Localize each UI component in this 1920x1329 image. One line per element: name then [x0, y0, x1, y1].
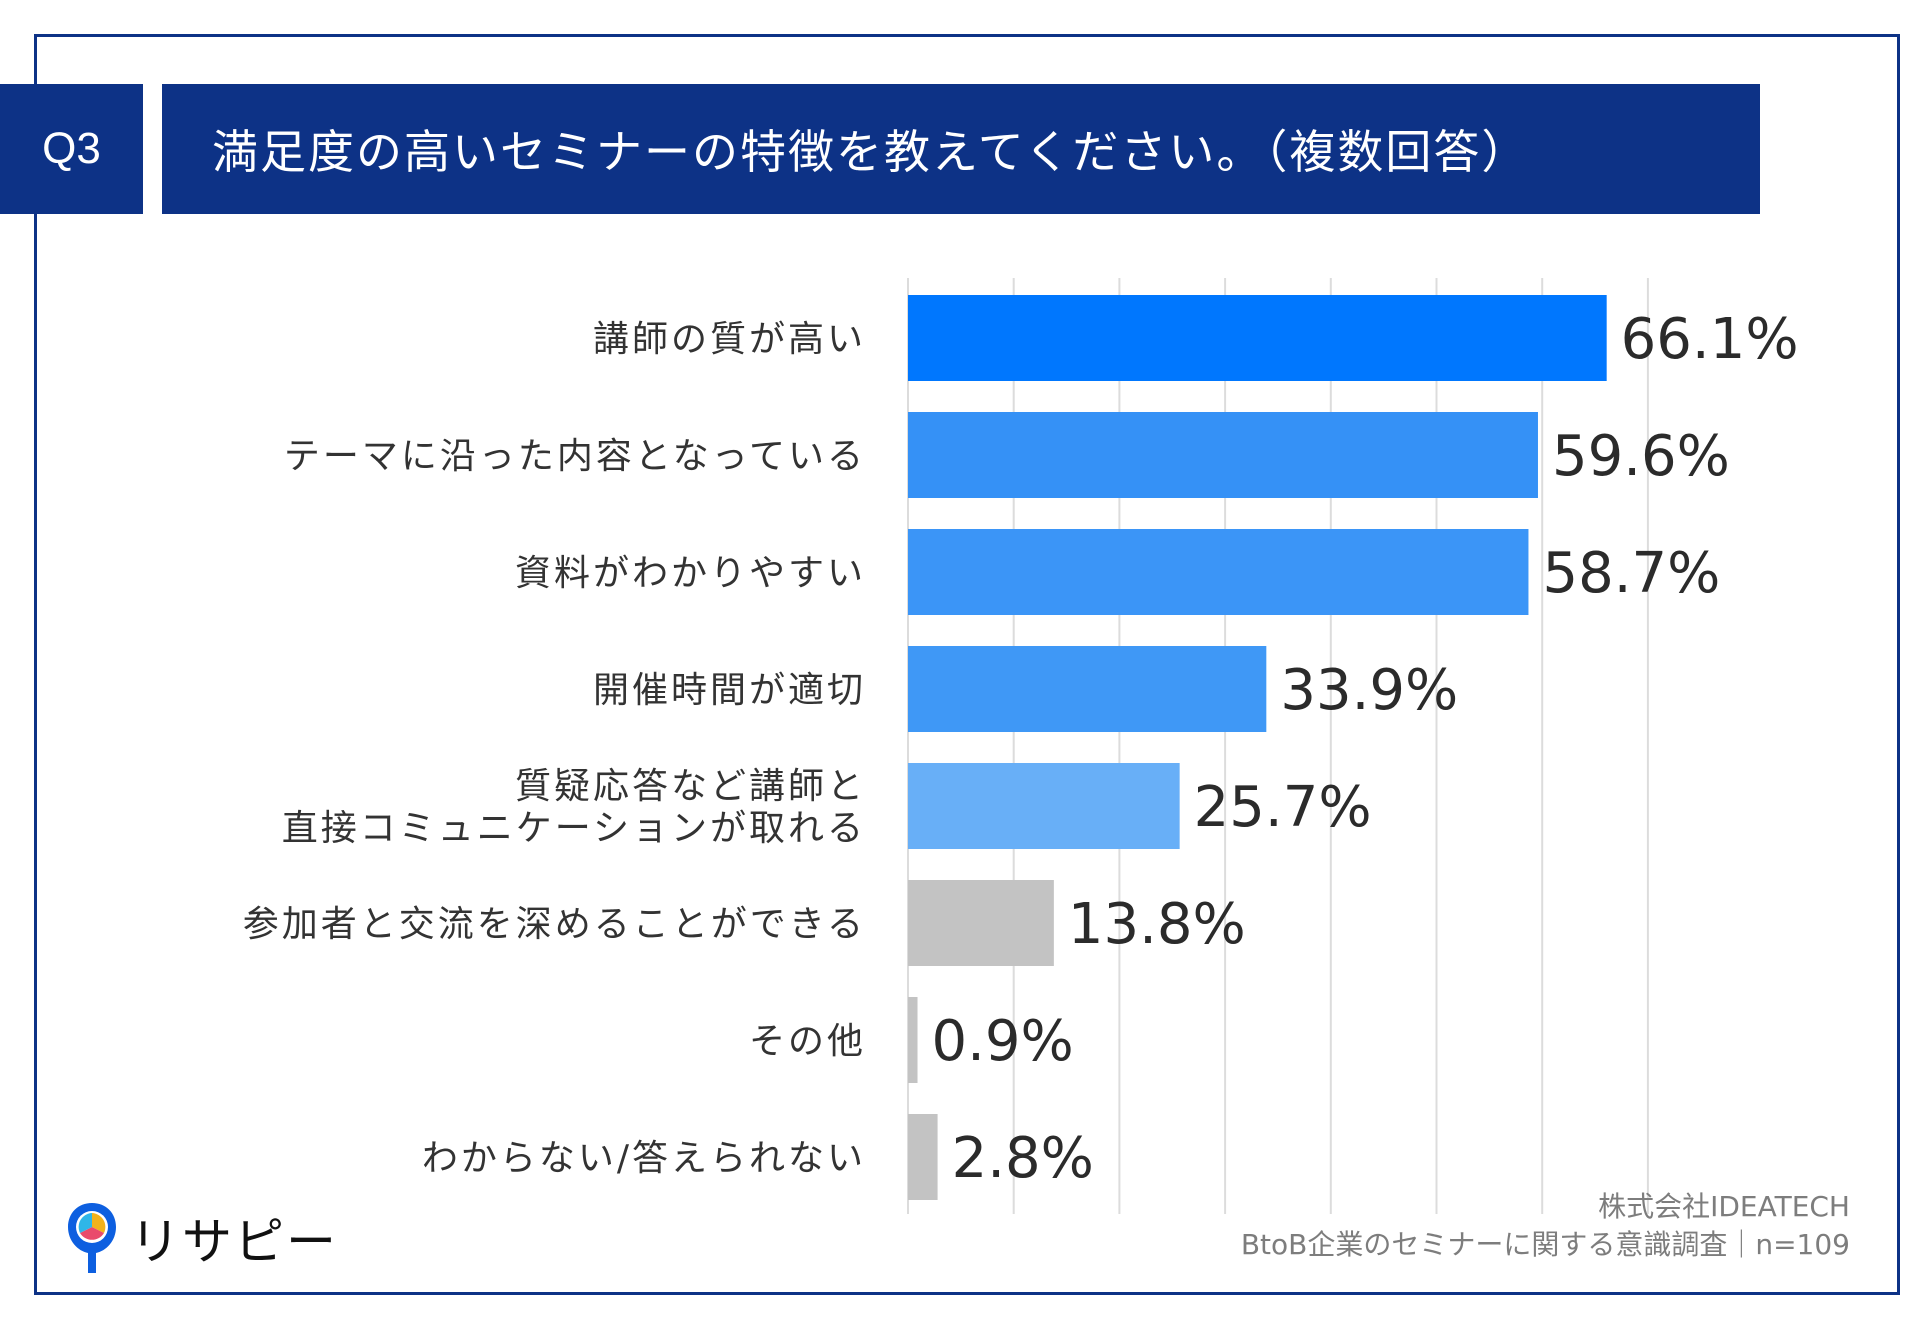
chart-frame	[34, 34, 1900, 1295]
pin-logo-icon	[68, 1203, 116, 1273]
value-label: 25.7%	[1194, 775, 1372, 840]
source-company: 株式会社IDEATECH	[1598, 1190, 1850, 1223]
bar	[908, 295, 1607, 381]
category-label: その他	[749, 1021, 866, 1062]
value-label: 58.7%	[1542, 541, 1720, 606]
bar	[908, 412, 1538, 498]
value-label: 66.1%	[1621, 307, 1799, 372]
category-label: 講師の質が高い	[593, 319, 866, 360]
category-label: テーマに沿った内容となっている	[284, 436, 866, 477]
bars	[908, 295, 1607, 1200]
bar	[908, 880, 1054, 966]
category-label: 質疑応答など講師と	[515, 766, 866, 807]
bar	[908, 763, 1180, 849]
bar	[908, 646, 1267, 732]
source-note: 株式会社IDEATECH BtoB企業のセミナーに関する意識調査｜n=109	[1241, 1188, 1850, 1264]
bar	[908, 529, 1529, 615]
bar	[908, 997, 918, 1083]
category-label: 参加者と交流を深めることができる	[243, 904, 866, 945]
value-label: 33.9%	[1280, 658, 1458, 723]
brand-logo: リサピー	[64, 1198, 338, 1278]
value-labels: 66.1% 59.6% 58.7% 33.9% 25.7% 13.8% 0.9% 2.8%	[932, 307, 1799, 1191]
value-label: 13.8%	[1068, 892, 1246, 957]
bar	[908, 1114, 938, 1200]
value-label: 0.9%	[932, 1009, 1074, 1074]
value-label: 2.8%	[952, 1126, 1094, 1191]
logo-text: リサピー	[130, 1213, 338, 1271]
question-badge: Q3	[0, 84, 143, 214]
question-title: 満足度の高いセミナーの特徴を教えてください。（複数回答）	[162, 84, 1760, 214]
category-label: わからない/答えられない	[422, 1138, 866, 1179]
category-labels: 講師の質が高いテーマに沿った内容となっている資料がわかりやすい開催時間が適切質疑…	[243, 319, 866, 1179]
category-label: 直接コミュニケーションが取れる	[282, 808, 866, 849]
category-label: 資料がわかりやすい	[515, 553, 866, 594]
source-survey: BtoB企業のセミナーに関する意識調査｜n=109	[1240, 1228, 1850, 1261]
question-title-text: 満足度の高いセミナーの特徴を教えてください。（複数回答）	[212, 125, 1530, 179]
category-label: 開催時間が適切	[593, 670, 866, 711]
value-label: 59.6%	[1552, 424, 1730, 489]
